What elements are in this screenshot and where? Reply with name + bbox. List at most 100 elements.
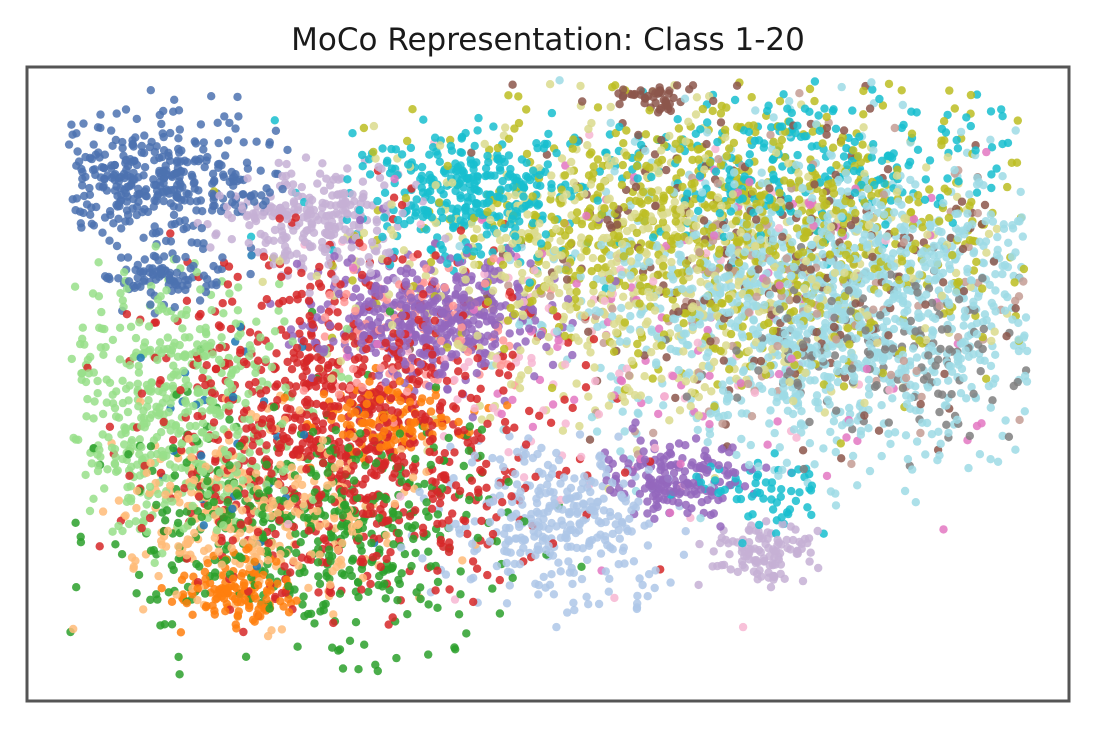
data-point bbox=[726, 565, 735, 574]
data-point bbox=[765, 419, 774, 428]
data-point bbox=[916, 428, 925, 438]
data-point bbox=[828, 106, 837, 116]
data-point bbox=[988, 396, 997, 405]
data-point bbox=[245, 525, 254, 534]
data-point bbox=[495, 368, 504, 378]
data-point bbox=[572, 379, 581, 388]
data-point bbox=[728, 537, 738, 546]
data-point bbox=[404, 500, 414, 509]
data-point bbox=[474, 113, 483, 123]
data-point bbox=[451, 290, 460, 299]
data-point bbox=[925, 156, 935, 165]
data-point bbox=[691, 110, 701, 119]
data-point bbox=[903, 454, 913, 464]
data-point bbox=[884, 418, 893, 427]
data-point bbox=[433, 566, 442, 575]
data-point bbox=[132, 114, 141, 124]
data-point bbox=[761, 478, 771, 487]
data-point bbox=[448, 509, 457, 518]
data-point bbox=[998, 112, 1007, 121]
data-point bbox=[108, 335, 118, 345]
data-point bbox=[836, 187, 846, 196]
data-point bbox=[832, 366, 842, 376]
data-point bbox=[364, 155, 374, 164]
data-point bbox=[488, 584, 497, 593]
data-point bbox=[418, 554, 427, 563]
data-point bbox=[221, 151, 230, 160]
data-point bbox=[420, 479, 429, 489]
data-point bbox=[384, 620, 393, 629]
data-point bbox=[372, 215, 381, 224]
data-point bbox=[358, 150, 367, 160]
data-point bbox=[350, 339, 360, 348]
data-point bbox=[534, 590, 543, 599]
data-point bbox=[237, 571, 246, 581]
data-point bbox=[839, 126, 849, 135]
data-point bbox=[611, 128, 620, 138]
data-point bbox=[225, 177, 234, 187]
data-point bbox=[98, 409, 108, 419]
data-point bbox=[94, 292, 104, 301]
data-point bbox=[369, 121, 379, 131]
data-point bbox=[148, 229, 158, 238]
data-point bbox=[350, 487, 359, 496]
data-point bbox=[146, 546, 156, 555]
data-point bbox=[906, 175, 915, 185]
data-point bbox=[343, 175, 352, 184]
data-point bbox=[82, 200, 92, 209]
data-point bbox=[547, 383, 557, 393]
data-point bbox=[564, 557, 573, 566]
data-point bbox=[640, 372, 649, 381]
data-point bbox=[425, 150, 434, 159]
data-point bbox=[219, 172, 229, 182]
data-point bbox=[627, 356, 636, 366]
data-point bbox=[129, 564, 138, 573]
data-point bbox=[987, 170, 996, 179]
data-point bbox=[767, 484, 776, 493]
data-point bbox=[797, 359, 807, 368]
data-point bbox=[267, 469, 276, 478]
data-point bbox=[1020, 407, 1029, 416]
data-point bbox=[508, 80, 517, 89]
data-point bbox=[83, 355, 93, 364]
data-point bbox=[853, 481, 862, 490]
data-point bbox=[546, 418, 556, 427]
data-point bbox=[112, 241, 122, 251]
data-point bbox=[337, 372, 346, 382]
data-point bbox=[312, 399, 321, 409]
data-point bbox=[334, 390, 344, 399]
data-point bbox=[737, 434, 746, 444]
data-point bbox=[430, 316, 440, 325]
data-point bbox=[470, 517, 479, 526]
data-point bbox=[867, 153, 876, 162]
data-point bbox=[256, 166, 265, 175]
data-point bbox=[622, 364, 631, 373]
data-point bbox=[764, 101, 773, 110]
data-point bbox=[965, 431, 974, 441]
data-point bbox=[246, 269, 255, 279]
data-point bbox=[925, 214, 934, 223]
data-point bbox=[362, 344, 371, 354]
data-point bbox=[245, 352, 254, 361]
data-point bbox=[81, 470, 90, 480]
data-point bbox=[547, 570, 556, 579]
data-point bbox=[435, 157, 444, 166]
data-point bbox=[969, 266, 979, 275]
data-point bbox=[795, 195, 804, 204]
data-point bbox=[596, 363, 605, 373]
data-point bbox=[470, 260, 479, 269]
data-point bbox=[361, 474, 370, 484]
data-point bbox=[295, 406, 304, 415]
data-point bbox=[513, 447, 522, 457]
data-point bbox=[938, 268, 948, 278]
data-point bbox=[241, 398, 250, 408]
data-point bbox=[424, 600, 433, 609]
data-point bbox=[375, 173, 385, 182]
data-point bbox=[495, 575, 504, 585]
data-point bbox=[87, 459, 97, 468]
data-point bbox=[848, 106, 857, 115]
data-point bbox=[380, 188, 390, 197]
data-point bbox=[964, 463, 973, 473]
data-point bbox=[118, 398, 128, 408]
